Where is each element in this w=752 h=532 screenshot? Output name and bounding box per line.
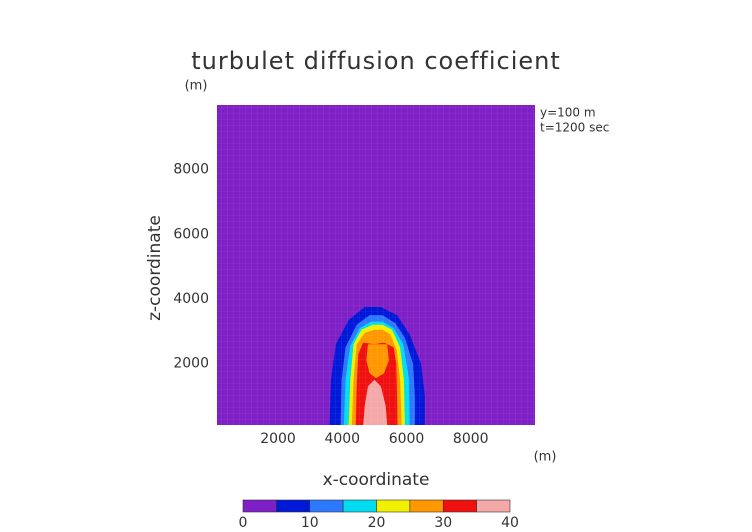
y-axis-label: z-coordinate	[145, 215, 165, 321]
colorbar-segment	[276, 499, 311, 513]
x-tick-label: 4000	[324, 431, 360, 447]
y-tick-label: 8000	[173, 162, 209, 178]
colorbar-label: 40	[501, 515, 519, 531]
y-tick-label: 4000	[173, 291, 209, 307]
x-tick-label: 6000	[389, 431, 425, 447]
colorbar-segment	[342, 499, 377, 513]
x-tick-label: 8000	[453, 431, 489, 447]
x-unit: (m)	[534, 450, 557, 465]
colorbar-segment	[476, 499, 511, 513]
model-grid	[217, 105, 535, 425]
colorbar-segment	[376, 499, 411, 513]
colorbar-label: 20	[368, 515, 386, 531]
colorbar-segment	[242, 499, 277, 513]
colorbar-label: 10	[301, 515, 319, 531]
annotation: y=100 m	[540, 106, 596, 120]
colorbar-segment	[409, 499, 444, 513]
colorbar-segment	[442, 499, 477, 513]
chart-title: turbulet diffusion coefficient	[191, 47, 561, 75]
y-unit: (m)	[185, 79, 208, 94]
colorbar-segment	[309, 499, 344, 513]
colorbar-label: 30	[434, 515, 452, 531]
y-tick-label: 2000	[173, 356, 209, 372]
colorbar-label: 0	[239, 515, 248, 531]
x-axis-label: x-coordinate	[323, 470, 430, 490]
annotation: t=1200 sec	[540, 121, 609, 135]
x-tick-label: 2000	[260, 431, 296, 447]
y-tick-label: 6000	[173, 226, 209, 242]
